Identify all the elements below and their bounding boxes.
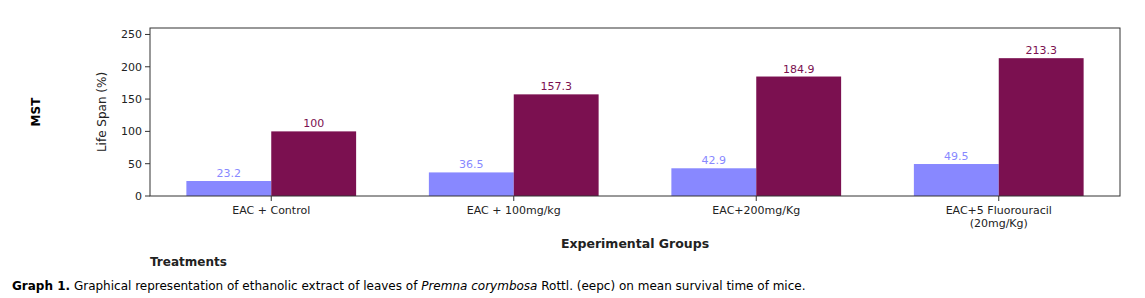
bar (914, 164, 999, 196)
x-tick (756, 196, 757, 201)
y-tick-label: 200 (121, 61, 142, 74)
data-label: 184.9 (783, 63, 815, 76)
x-tick (271, 196, 272, 201)
x-axis-label: Experimental Groups (561, 236, 709, 251)
y-tick (145, 66, 150, 67)
annotation: MST (29, 97, 43, 127)
caption-part: Graph 1. (12, 279, 70, 293)
caption-part: Graphical representation of ethanolic ex… (70, 279, 421, 293)
data-label: 157.3 (540, 80, 572, 93)
x-tick (513, 196, 514, 201)
y-tick-label: 0 (135, 190, 142, 203)
data-label: 213.3 (1025, 44, 1057, 57)
y-tick (145, 131, 150, 132)
x-tick-label: EAC+200mg/Kg (712, 204, 800, 217)
bar (756, 77, 841, 196)
data-label: 36.5 (459, 158, 484, 171)
x-tick (998, 196, 999, 201)
bar (514, 94, 599, 196)
x-tick-label: EAC + Control (232, 204, 310, 217)
y-tick-label: 100 (121, 125, 142, 138)
caption: Graph 1. Graphical representation of eth… (12, 279, 806, 293)
y-tick (145, 163, 150, 164)
annotation: Treatments (150, 255, 227, 269)
chart-svg: 23.2 36.5 42.9 49.5 100 157.3 184.9 213.3 0 50 100… (0, 0, 1145, 298)
caption-part: Premna corymbosa (421, 279, 537, 293)
y-tick (145, 34, 150, 35)
caption-part: Rottl. (eepc) on mean survival time of m… (537, 279, 805, 293)
y-tick-label: 50 (128, 158, 142, 171)
y-tick (145, 99, 150, 100)
data-label: 42.9 (702, 154, 727, 167)
bar (186, 181, 271, 196)
chart-container: 23.2 36.5 42.9 49.5 100 157.3 184.9 213.3 0 50 100… (0, 0, 1145, 298)
y-axis-label: Life Span (%) (95, 72, 109, 152)
x-tick-label: EAC+5 Fluorouracil(20mg/Kg) (946, 204, 1052, 230)
bar (999, 58, 1084, 196)
y-tick (145, 196, 150, 197)
data-label: 49.5 (944, 150, 969, 163)
bar (271, 131, 356, 196)
y-tick-label: 150 (121, 93, 142, 106)
x-tick-label: EAC + 100mg/kg (467, 204, 561, 217)
y-tick-label: 250 (121, 28, 142, 41)
bar (429, 172, 514, 196)
bar (671, 168, 756, 196)
plot-frame (150, 28, 1120, 196)
bars (186, 58, 1083, 196)
data-label: 100 (303, 117, 324, 130)
data-label: 23.2 (217, 167, 242, 180)
